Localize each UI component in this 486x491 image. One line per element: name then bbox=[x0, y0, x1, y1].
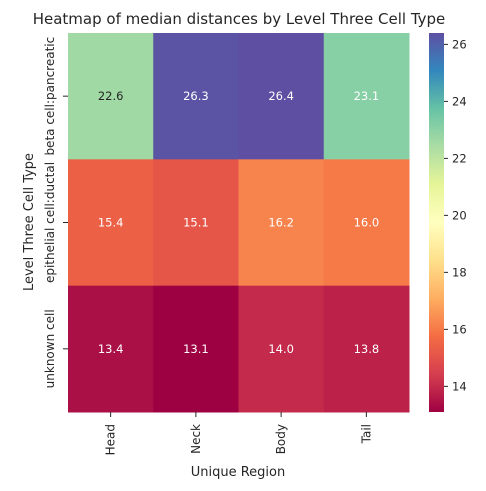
cell-value-label: 26.3 bbox=[183, 89, 209, 103]
x-tick-label: Tail bbox=[359, 424, 373, 444]
colorbar-tick-label: 26 bbox=[452, 37, 467, 51]
colorbar-tick-label: 20 bbox=[452, 208, 467, 222]
cell-value-labels: 22.6 26.3 26.4 23.1 15.4 15.1 16.2 16.0 13.4 13.1… bbox=[98, 89, 379, 356]
heatmap-cell bbox=[68, 33, 154, 160]
x-tick-label: Body bbox=[274, 424, 288, 454]
heatmap-cell bbox=[238, 159, 325, 287]
cell-value-label: 23.1 bbox=[354, 89, 380, 103]
heatmap-cell bbox=[238, 33, 325, 160]
cell-value-label: 15.1 bbox=[183, 216, 209, 230]
y-tick-label: unknown cell bbox=[43, 309, 57, 388]
y-tick-label: beta cell:pancreatic bbox=[43, 37, 57, 156]
heatmap-cells bbox=[68, 33, 410, 413]
y-tick-labels: beta cell:pancreatic epithelial cell:duct… bbox=[43, 37, 68, 388]
heatmap-cell bbox=[68, 285, 154, 413]
colorbar-ticks: 14 16 18 20 22 24 26 bbox=[444, 37, 467, 393]
x-tick-label: Neck bbox=[189, 424, 203, 454]
cell-value-label: 13.1 bbox=[183, 342, 209, 356]
heatmap-cell bbox=[323, 159, 410, 287]
cell-value-label: 15.4 bbox=[98, 216, 124, 230]
heatmap-cell bbox=[238, 285, 325, 413]
cell-value-label: 13.8 bbox=[354, 342, 380, 356]
heatmap-cell bbox=[153, 159, 239, 287]
colorbar-tick-label: 22 bbox=[452, 151, 467, 165]
heatmap-cell bbox=[153, 285, 239, 413]
chart-title: Heatmap of median distances by Level Thr… bbox=[33, 10, 446, 28]
heatmap-cell bbox=[323, 33, 410, 160]
cell-value-label: 22.6 bbox=[98, 89, 124, 103]
x-tick-label: Head bbox=[104, 424, 118, 455]
colorbar-tick-label: 16 bbox=[452, 322, 467, 336]
cell-value-label: 14.0 bbox=[268, 342, 294, 356]
y-axis-label: Level Three Cell Type bbox=[22, 153, 37, 291]
colorbar-tick-label: 14 bbox=[452, 379, 467, 393]
heatmap-cell bbox=[323, 285, 410, 413]
cell-value-label: 13.4 bbox=[98, 342, 124, 356]
cell-value-label: 26.4 bbox=[268, 89, 294, 103]
colorbar bbox=[429, 33, 444, 412]
cell-value-label: 16.0 bbox=[354, 216, 380, 230]
colorbar-tick-label: 18 bbox=[452, 265, 467, 279]
heatmap-cell bbox=[68, 159, 154, 287]
heatmap-cell bbox=[153, 33, 239, 160]
x-tick-labels: Head Neck Body Tail bbox=[104, 412, 373, 455]
colorbar-tick-label: 24 bbox=[452, 94, 467, 108]
cell-value-label: 16.2 bbox=[268, 216, 294, 230]
y-tick-label: epithelial cell:ductal bbox=[43, 162, 57, 283]
x-axis-label: Unique Region bbox=[191, 465, 286, 480]
